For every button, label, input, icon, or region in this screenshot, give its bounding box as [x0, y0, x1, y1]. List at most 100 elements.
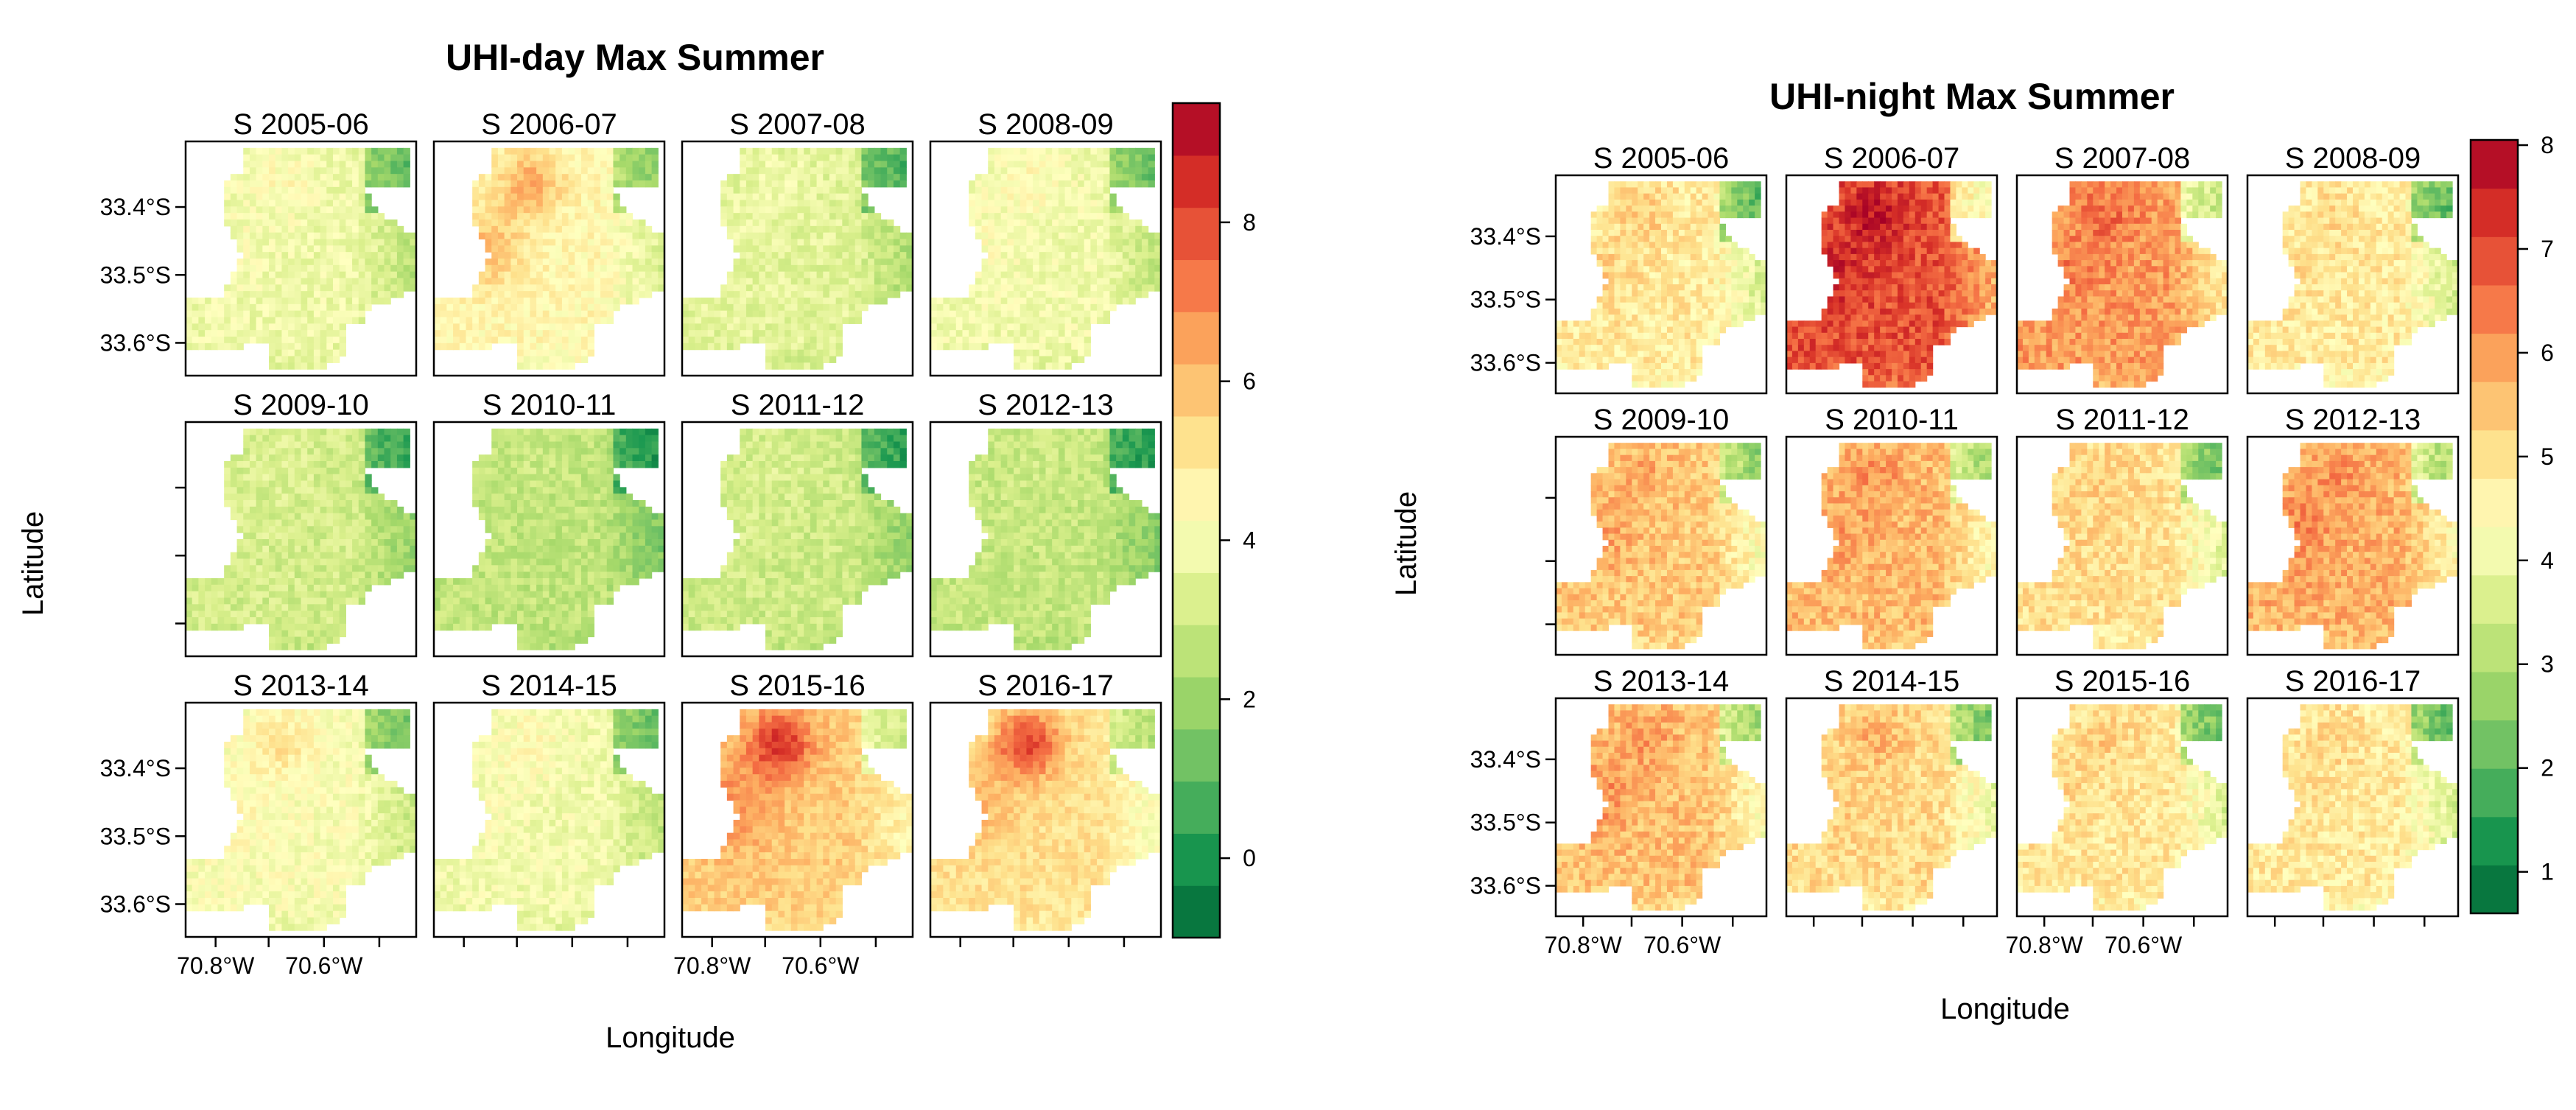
raster-cell — [230, 303, 238, 312]
raster-cell — [613, 232, 620, 240]
raster-cell — [575, 271, 582, 279]
raster-cell — [1084, 206, 1091, 214]
raster-cell — [217, 591, 225, 599]
raster-cell — [835, 330, 843, 337]
raster-cell — [262, 219, 270, 227]
raster-cell — [262, 271, 270, 279]
raster-cell — [301, 526, 308, 533]
raster-cell — [1071, 264, 1078, 273]
raster-cell — [536, 252, 544, 259]
raster-cell — [994, 323, 1002, 331]
raster-cell — [797, 317, 804, 324]
raster-cell — [829, 349, 837, 357]
raster-cell — [345, 206, 353, 214]
raster-cell — [530, 539, 537, 547]
raster-cell — [377, 239, 385, 246]
raster-cell — [249, 239, 257, 246]
raster-cell — [313, 298, 321, 305]
raster-cell — [466, 343, 473, 351]
raster-cell — [332, 435, 340, 443]
raster-cell — [517, 356, 524, 363]
raster-cell — [1039, 206, 1047, 214]
raster-cell — [230, 310, 238, 318]
raster-cell — [1064, 317, 1072, 324]
raster-cell — [771, 174, 779, 181]
raster-cell — [575, 349, 582, 357]
raster-cell — [1033, 343, 1040, 351]
raster-cell — [345, 186, 353, 194]
raster-cell — [625, 539, 634, 547]
raster-cell — [403, 239, 410, 246]
raster-cell — [587, 239, 594, 246]
raster-cell — [459, 323, 467, 331]
raster-cell — [504, 558, 511, 566]
raster-cell — [580, 343, 589, 351]
raster-cell — [829, 245, 837, 253]
raster-cell — [620, 545, 627, 553]
raster-cell — [613, 161, 620, 168]
raster-cell — [288, 284, 295, 292]
raster-cell — [510, 245, 518, 253]
raster-cell — [549, 448, 556, 455]
raster-cell — [1033, 239, 1040, 246]
raster-cell — [491, 461, 499, 468]
raster-cell — [358, 565, 366, 572]
raster-cell — [568, 219, 575, 227]
raster-cell — [249, 572, 257, 579]
raster-cell — [396, 539, 404, 547]
raster-cell — [1154, 239, 1162, 246]
raster-cell — [332, 206, 340, 214]
raster-cell — [1026, 232, 1033, 240]
raster-cell — [549, 239, 556, 246]
raster-cell — [1071, 193, 1078, 201]
raster-cell — [313, 245, 321, 253]
raster-cell — [497, 441, 505, 449]
raster-cell — [745, 330, 754, 337]
raster-cell — [301, 213, 308, 220]
raster-cell — [313, 643, 321, 650]
raster-cell — [294, 252, 302, 259]
raster-cell — [1064, 239, 1072, 246]
raster-cell — [275, 337, 283, 344]
raster-cell — [1071, 147, 1078, 155]
raster-cell — [256, 611, 263, 618]
raster-cell — [230, 474, 238, 482]
raster-cell — [906, 278, 913, 285]
raster-cell — [211, 611, 219, 618]
raster-cell — [759, 252, 766, 259]
raster-cell — [542, 193, 550, 201]
raster-cell — [816, 193, 824, 201]
raster-cell — [733, 343, 740, 351]
raster-cell — [281, 545, 289, 553]
raster-cell — [1090, 298, 1098, 305]
raster-cell — [868, 219, 875, 227]
raster-cell — [301, 636, 308, 644]
raster-cell — [771, 186, 779, 194]
raster-cell — [568, 474, 575, 482]
raster-cell — [377, 284, 385, 292]
raster-cell — [606, 252, 614, 259]
raster-cell — [639, 526, 646, 533]
raster-cell — [530, 284, 537, 292]
raster-cell — [352, 474, 359, 482]
raster-cell — [536, 441, 544, 449]
raster-cell — [365, 161, 372, 168]
raster-cell — [1103, 259, 1111, 266]
raster-cell — [994, 154, 1002, 162]
raster-cell — [332, 565, 340, 572]
raster-cell — [816, 245, 824, 253]
raster-cell — [262, 611, 270, 618]
raster-cell — [230, 323, 238, 331]
raster-cell — [1058, 174, 1066, 181]
raster-cell — [294, 539, 302, 547]
raster-cell — [829, 356, 837, 363]
raster-cell — [281, 533, 289, 540]
raster-cell — [1000, 161, 1008, 168]
raster-cell — [842, 303, 849, 312]
raster-cell — [790, 174, 799, 181]
raster-cell — [339, 493, 346, 501]
raster-cell — [688, 323, 695, 331]
raster-cell — [771, 356, 779, 363]
raster-cell — [561, 310, 569, 318]
raster-cell — [797, 259, 804, 266]
